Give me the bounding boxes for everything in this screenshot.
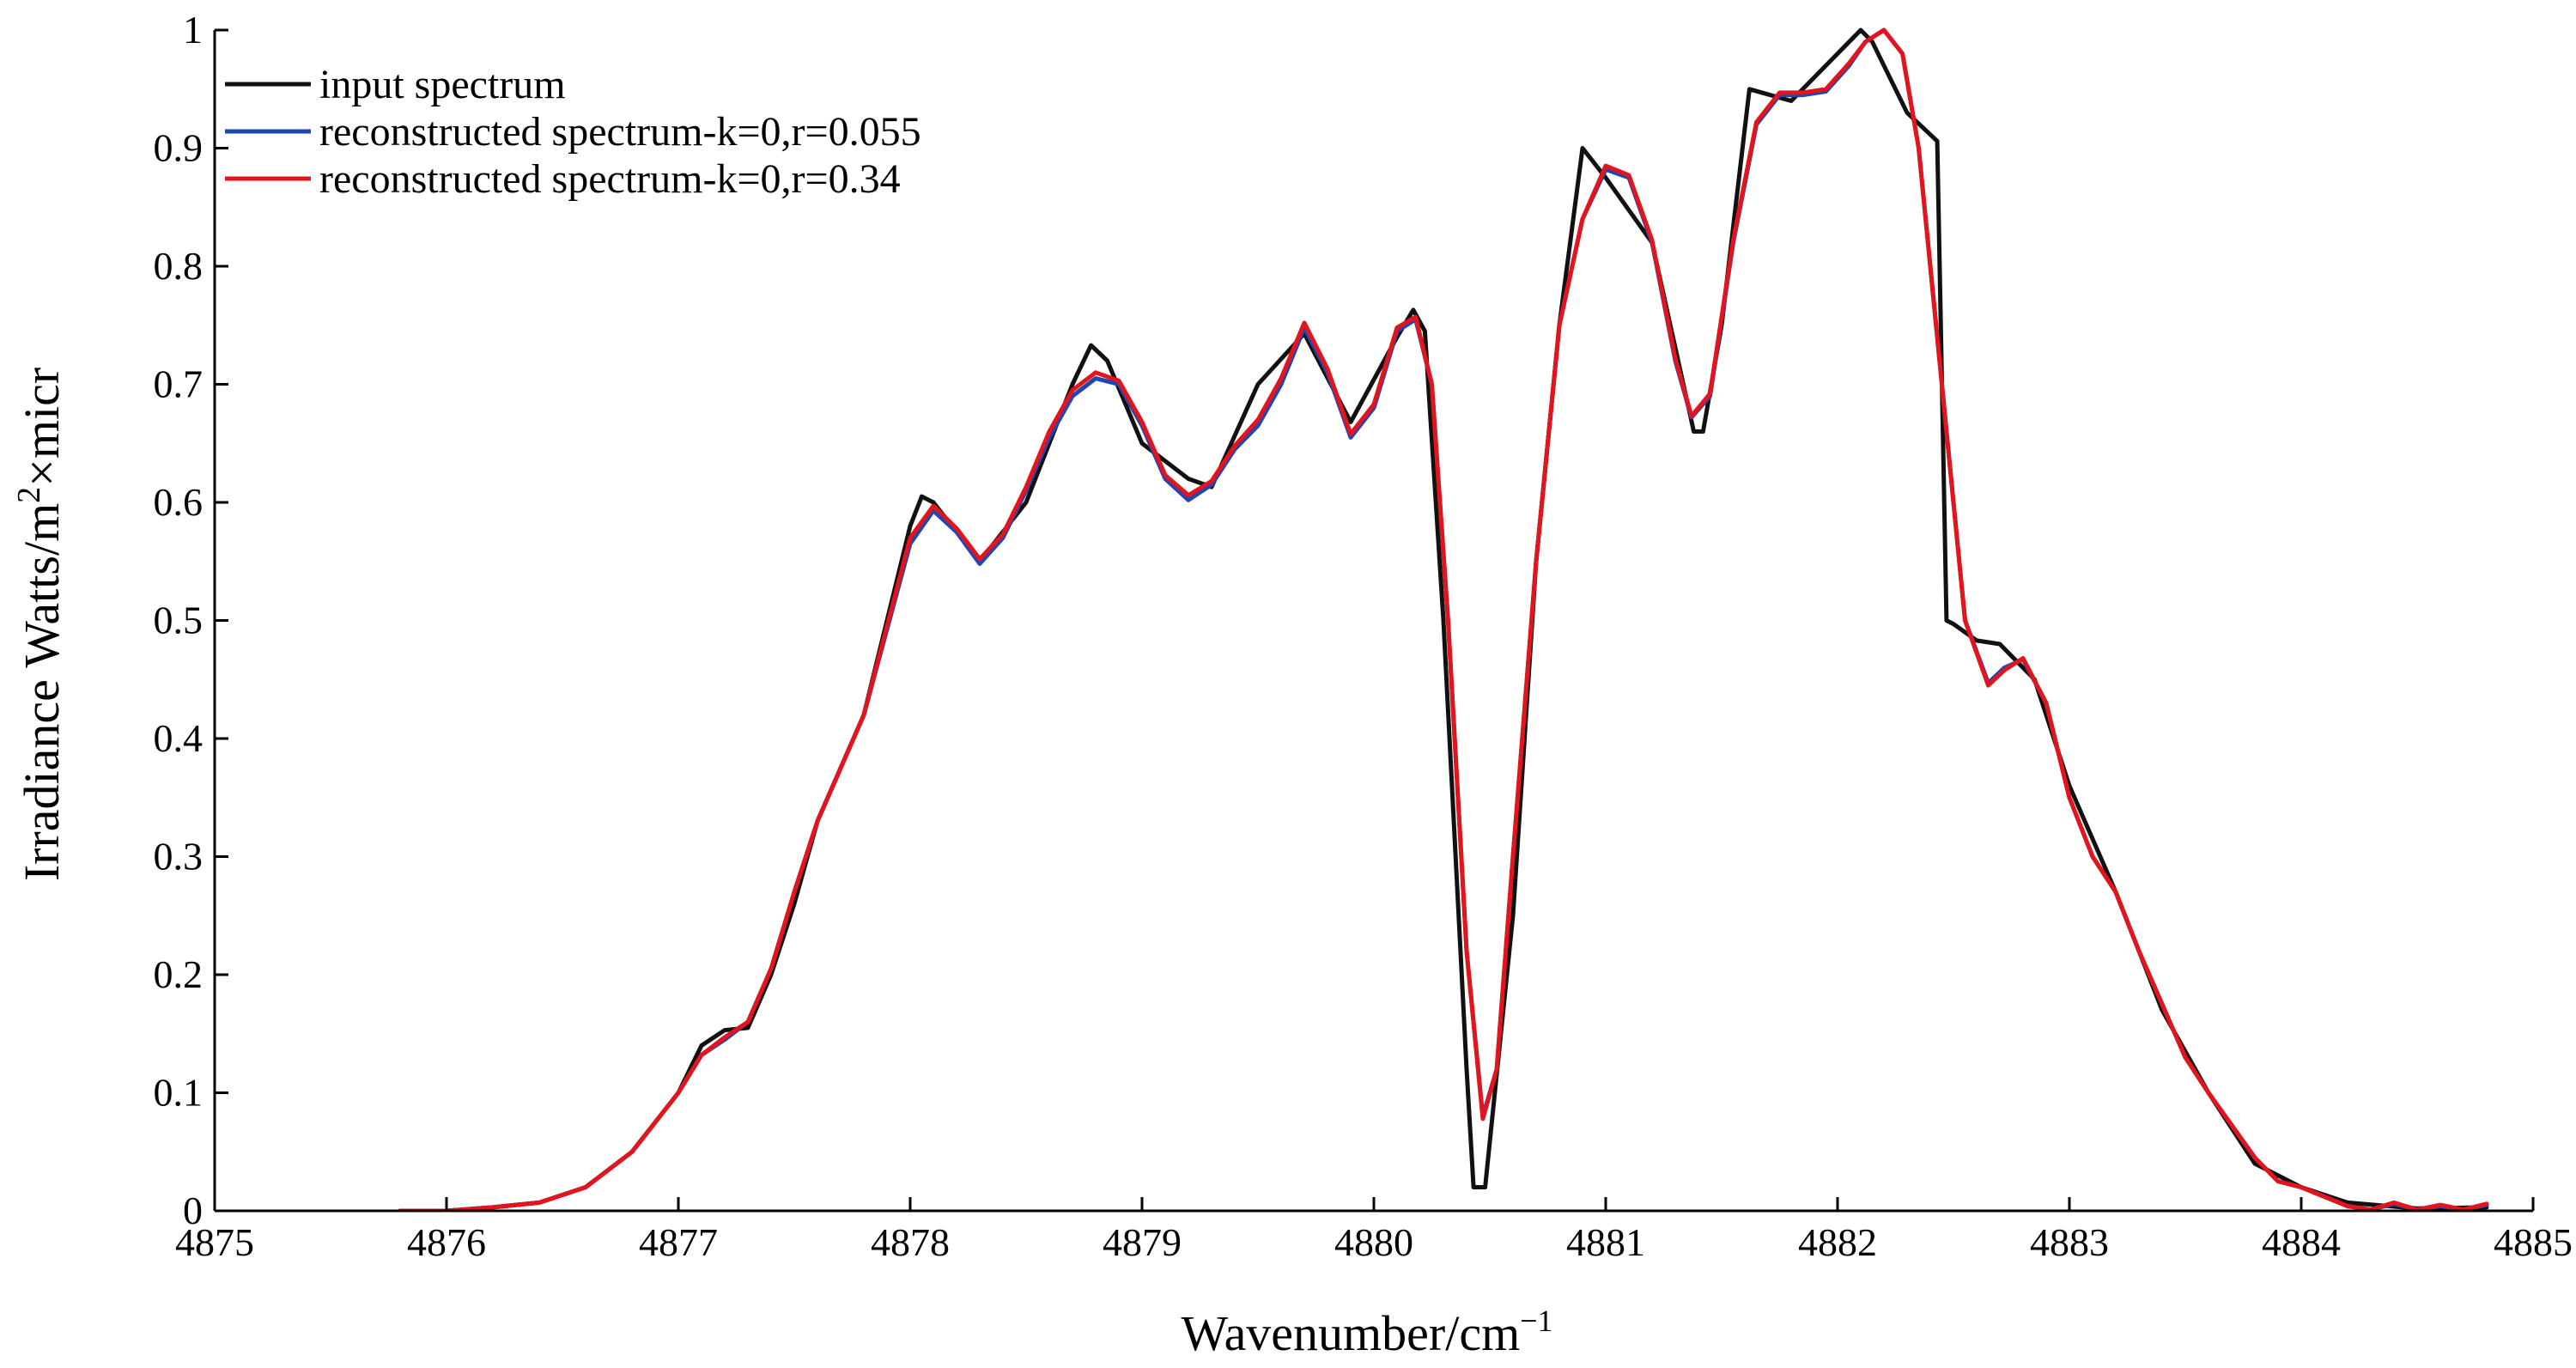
x-tick-label: 4876 [407,1220,486,1264]
x-tick-label: 4881 [1566,1220,1645,1264]
y-tick-label: 0.8 [154,244,204,288]
x-tick-label: 4880 [1334,1220,1413,1264]
y-tick-label: 0.7 [154,362,204,406]
x-axis-title-main: Wavenumber/cm [1181,1305,1520,1361]
y-tick-label: 0.2 [154,952,204,996]
series-layer [398,27,2489,1211]
series-line-0 [398,27,2489,1211]
series-line-2 [398,27,2489,1211]
y-tick-label: 0.5 [154,599,204,642]
x-axis-title-sup: −1 [1520,1304,1552,1338]
y-tick-label: 0.4 [154,716,204,760]
axes-layer [213,30,2533,1213]
y-axis-title-suffix: ×micr [14,368,70,487]
y-tick-label: 0 [183,1189,203,1232]
legend-label-0: input spectrum [319,62,566,107]
x-axis-title: Wavenumber/cm−1 [1181,1304,1552,1361]
y-axis-title-prefix: Irradiance Watts/m [14,503,70,881]
legend-label-1: reconstructed spectrum-k=0,r=0.055 [319,109,921,155]
ticks-layer: 4875 4876 4877 4878 4879 4880 4881 4882 4883 4884… [154,8,2573,1264]
y-tick-label: 0.3 [154,835,204,879]
x-tick-label: 4884 [2262,1220,2341,1264]
x-tick-label: 4883 [2030,1220,2109,1264]
legend-label-2: reconstructed spectrum-k=0,r=0.34 [319,156,901,202]
x-tick-label: 4877 [639,1220,718,1264]
x-tick-label: 4875 [175,1220,254,1264]
y-axis-title: Irradiance Watts/m2×micr [11,368,70,881]
y-axis-title-sup: 2 [11,487,47,503]
y-tick-label: 0.6 [154,480,204,524]
x-tick-label: 4878 [871,1220,950,1264]
x-tick-label: 4879 [1103,1220,1182,1264]
y-tick-label: 0.1 [154,1071,204,1115]
x-tick-label: 4885 [2494,1220,2573,1264]
x-tick-label: 4882 [1798,1220,1877,1264]
y-tick-label: 1 [183,8,203,52]
y-tick-label: 0.9 [154,126,204,170]
